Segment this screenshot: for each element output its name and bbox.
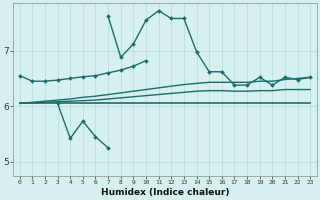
X-axis label: Humidex (Indice chaleur): Humidex (Indice chaleur)	[101, 188, 229, 197]
